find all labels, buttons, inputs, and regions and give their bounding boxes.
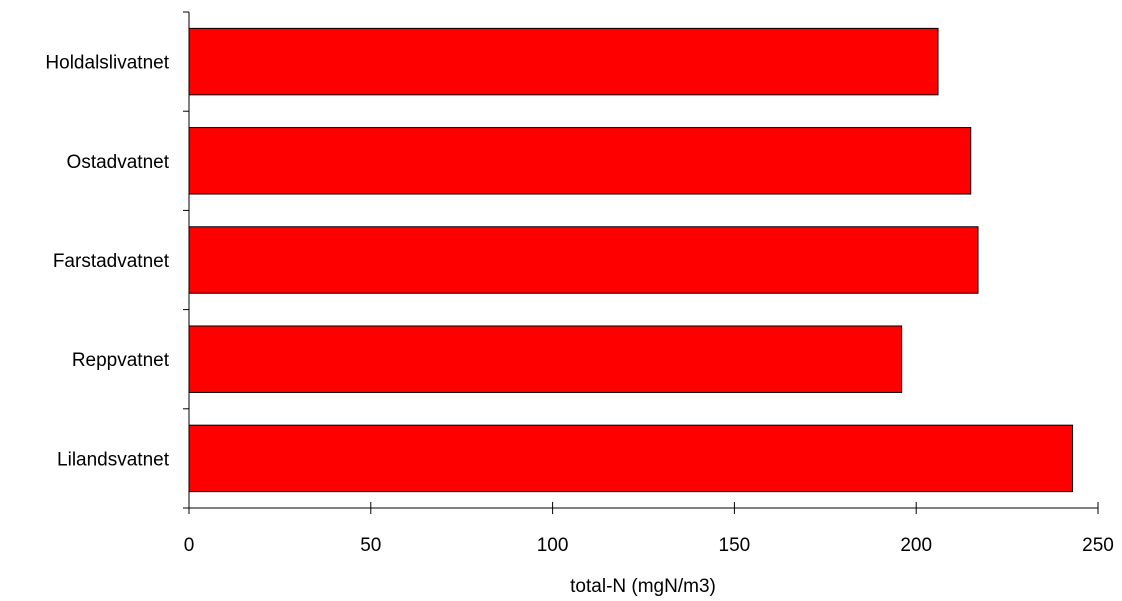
category-label-ostadvatnet: Ostadvatnet bbox=[67, 152, 170, 173]
x-tick-label: 150 bbox=[719, 535, 751, 556]
bar-reppvatnet bbox=[188, 325, 903, 393]
x-tick-label: 0 bbox=[184, 535, 195, 556]
bars-group bbox=[188, 27, 1074, 493]
category-label-holdalslivatnet: Holdalslivatnet bbox=[45, 53, 169, 74]
bar-farstadvatnet bbox=[188, 226, 979, 294]
x-tick-label: 250 bbox=[1082, 535, 1114, 556]
y-axis-ticks bbox=[183, 11, 189, 509]
x-tick-label: 50 bbox=[360, 535, 381, 556]
category-label-reppvatnet: Reppvatnet bbox=[72, 350, 170, 371]
bar-ostadvatnet bbox=[188, 127, 972, 195]
category-label-farstadvatnet: Farstadvatnet bbox=[53, 251, 170, 272]
category-label-lilandsvatnet: Lilandsvatnet bbox=[57, 449, 170, 470]
x-tick-label: 200 bbox=[900, 535, 932, 556]
category-labels: Holdalslivatnet Ostadvatnet Farstadvatnet R… bbox=[45, 53, 169, 471]
x-axis-title: total-N (mgN/m3) bbox=[570, 576, 716, 597]
bar-holdalslivatnet bbox=[188, 27, 939, 96]
bar-lilandsvatnet bbox=[188, 424, 1074, 493]
x-axis-ticks: 0 50 100 150 200 250 bbox=[184, 502, 1114, 556]
x-tick-label: 100 bbox=[537, 535, 569, 556]
